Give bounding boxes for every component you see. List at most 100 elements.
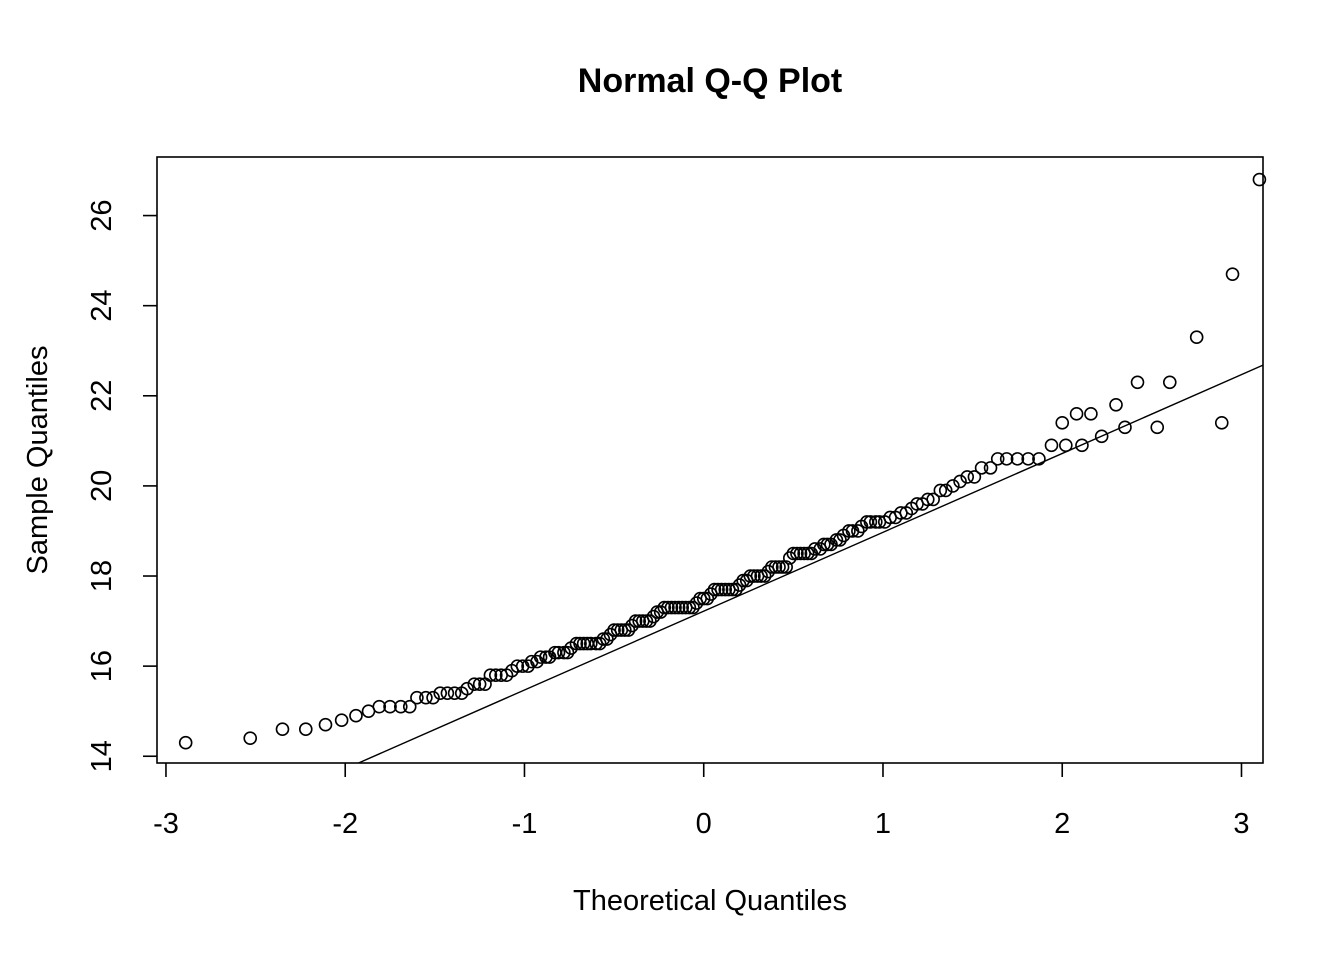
data-point <box>569 636 584 651</box>
data-point <box>483 668 498 682</box>
data-point <box>533 650 548 664</box>
data-point <box>775 560 790 574</box>
x-axis: -3 -2 -1 0 1 2 3 <box>153 763 1250 840</box>
data-point <box>1162 375 1177 390</box>
y-tick-label: 14 <box>86 740 118 772</box>
data-point <box>983 461 998 475</box>
y-axis: 14 16 18 20 22 24 26 <box>86 199 157 772</box>
data-point <box>1075 438 1089 453</box>
data-point <box>1150 420 1165 435</box>
data-point <box>632 614 646 628</box>
data-point <box>729 582 743 597</box>
data-point <box>765 560 779 574</box>
data-point <box>851 524 865 538</box>
data-point <box>318 717 333 732</box>
data-point <box>869 515 883 529</box>
data-point <box>967 470 982 484</box>
data-point <box>1021 452 1035 466</box>
data-point <box>1084 407 1098 421</box>
data-point <box>700 591 715 606</box>
data-point <box>920 492 935 507</box>
data-point <box>592 636 607 651</box>
data-point <box>372 699 387 714</box>
data-point <box>618 623 632 637</box>
data-point <box>926 492 940 507</box>
data-point <box>447 686 462 700</box>
data-point <box>668 600 682 615</box>
reference-line <box>358 364 1264 764</box>
data-point <box>974 461 989 475</box>
data-point <box>433 686 448 700</box>
y-tick-label: 26 <box>86 199 118 231</box>
data-point <box>383 699 397 714</box>
data-point <box>842 524 856 538</box>
data-point <box>628 614 643 628</box>
data-point <box>298 722 313 737</box>
data-point <box>696 591 711 606</box>
data-point <box>1069 407 1084 421</box>
data-point <box>402 699 417 714</box>
x-tick-label: -1 <box>512 808 538 840</box>
data-point <box>643 614 657 628</box>
data-point <box>657 600 672 615</box>
data-point <box>938 483 953 498</box>
data-point <box>1225 267 1240 281</box>
data-point <box>460 681 474 696</box>
y-tick-label: 20 <box>86 470 118 502</box>
data-point <box>557 645 571 660</box>
data-point <box>829 533 844 547</box>
data-point <box>718 582 733 597</box>
data-point <box>488 668 503 682</box>
data-point <box>793 546 808 561</box>
data-point <box>573 636 587 651</box>
data-point <box>551 645 566 660</box>
data-point <box>933 483 948 498</box>
x-tick-label: 1 <box>875 808 891 840</box>
plot-frame <box>156 156 1264 764</box>
data-point <box>639 614 654 628</box>
data-point <box>682 600 697 615</box>
data-point <box>349 708 363 723</box>
data-point <box>275 722 290 737</box>
data-point <box>1189 330 1204 345</box>
data-point <box>440 686 455 700</box>
data-point <box>863 515 878 529</box>
data-point <box>1032 452 1046 466</box>
x-tick-label: -3 <box>153 808 179 840</box>
data-point <box>768 560 783 574</box>
data-point <box>1094 429 1109 444</box>
data-point <box>1044 438 1059 453</box>
data-point <box>946 479 960 493</box>
data-point <box>583 636 598 651</box>
data-point <box>600 632 614 646</box>
data-point <box>725 582 740 597</box>
data-point <box>1252 172 1267 187</box>
data-point <box>1010 452 1025 466</box>
data-point <box>817 537 831 552</box>
data-point <box>1130 375 1145 390</box>
data-point <box>960 470 975 484</box>
data-point <box>661 600 675 615</box>
data-point <box>743 569 758 583</box>
data-point <box>178 735 193 750</box>
data-point <box>560 645 575 660</box>
data-point <box>621 623 636 637</box>
data-point <box>732 578 747 592</box>
x-tick-label: 2 <box>1054 808 1070 840</box>
data-point <box>607 623 621 637</box>
data-point <box>1118 420 1132 435</box>
y-tick-label: 22 <box>86 380 118 412</box>
data-point <box>664 600 679 615</box>
data-point <box>1109 398 1123 412</box>
data-point <box>243 731 258 746</box>
data-point <box>410 690 424 705</box>
y-tick-label: 16 <box>86 650 118 682</box>
data-point <box>1214 416 1229 430</box>
data-point <box>510 659 525 673</box>
y-tick-label: 24 <box>86 290 118 322</box>
data-point <box>757 569 772 583</box>
data-point <box>714 582 729 597</box>
y-tick-label: 18 <box>86 560 118 592</box>
data-point <box>467 677 482 691</box>
